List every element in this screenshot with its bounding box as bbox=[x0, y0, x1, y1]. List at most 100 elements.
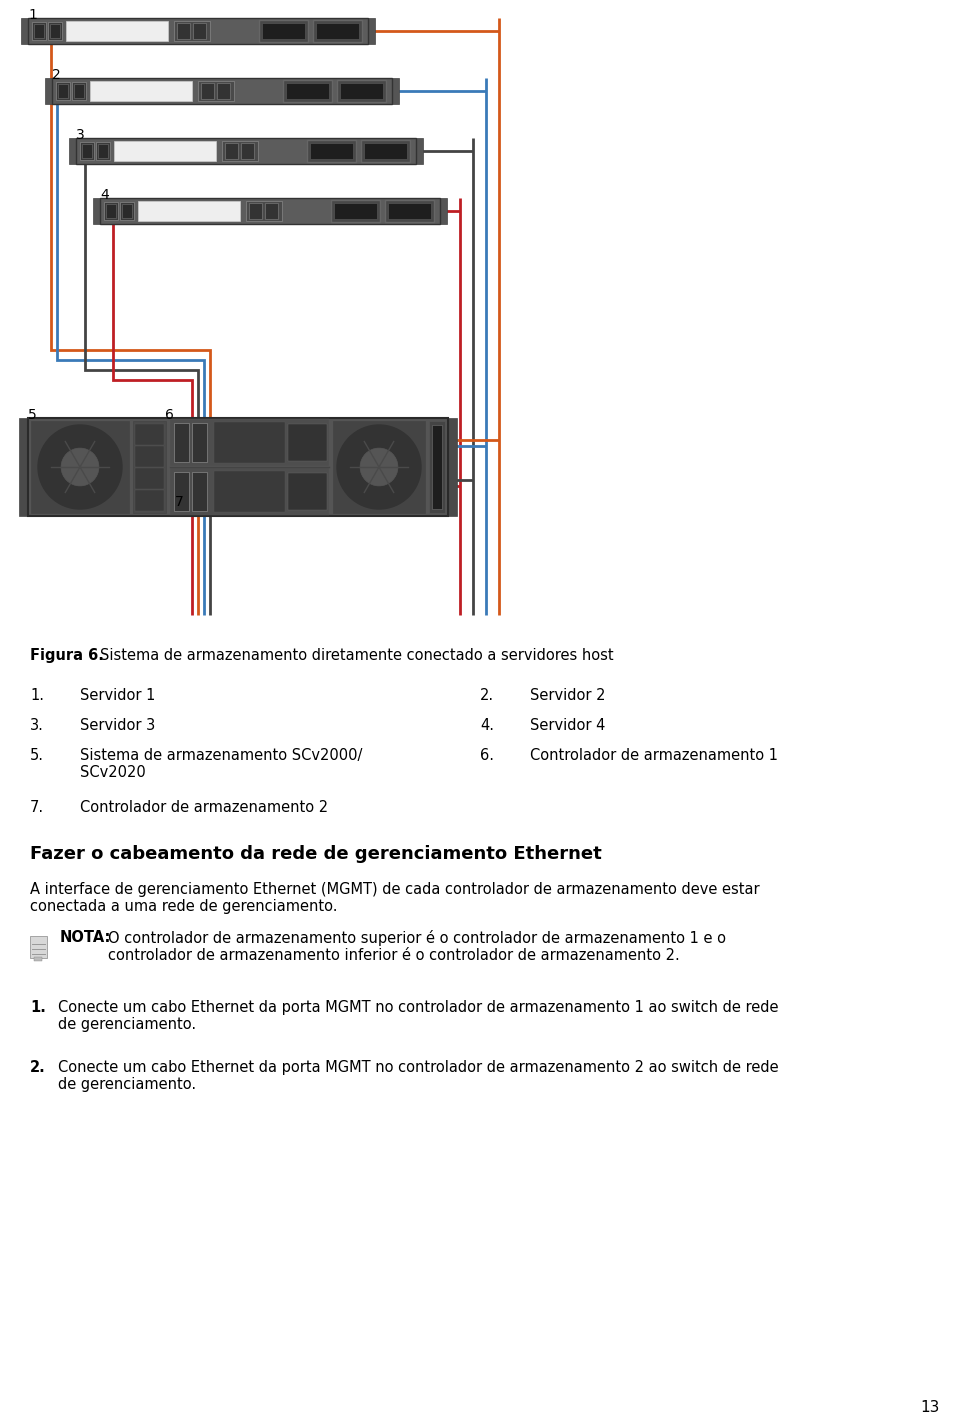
Text: 3: 3 bbox=[76, 128, 84, 142]
Circle shape bbox=[360, 448, 397, 486]
Bar bbox=[177, 23, 190, 40]
Bar bbox=[249, 203, 262, 220]
Bar bbox=[174, 472, 189, 512]
Text: A interface de gerenciamento Ethernet (MGMT) de cada controlador de armazenament: A interface de gerenciamento Ethernet (M… bbox=[30, 881, 759, 914]
Bar bbox=[333, 421, 425, 513]
Text: Fazer o cabeamento da rede de gerenciamento Ethernet: Fazer o cabeamento da rede de gerenciame… bbox=[30, 845, 602, 863]
Text: 1: 1 bbox=[28, 9, 36, 23]
Text: 4.: 4. bbox=[480, 718, 494, 733]
Text: Servidor 1: Servidor 1 bbox=[80, 689, 156, 703]
Bar bbox=[120, 203, 134, 220]
Bar bbox=[217, 84, 230, 99]
Bar bbox=[385, 200, 434, 222]
Bar bbox=[340, 84, 383, 99]
Bar bbox=[286, 84, 329, 99]
Bar bbox=[316, 23, 359, 40]
Bar bbox=[361, 140, 410, 162]
Bar bbox=[28, 18, 368, 44]
Bar bbox=[288, 473, 327, 510]
Bar bbox=[96, 142, 110, 160]
Text: Servidor 2: Servidor 2 bbox=[530, 689, 606, 703]
Bar bbox=[82, 145, 92, 159]
Bar bbox=[170, 419, 329, 466]
Bar bbox=[28, 418, 448, 516]
Bar bbox=[334, 203, 377, 220]
Bar bbox=[106, 204, 116, 218]
Text: 4: 4 bbox=[100, 188, 108, 203]
Bar bbox=[307, 140, 356, 162]
Bar bbox=[21, 18, 28, 44]
Bar bbox=[58, 84, 68, 98]
Bar bbox=[135, 468, 164, 489]
Bar bbox=[138, 201, 240, 221]
Bar bbox=[30, 937, 47, 958]
Bar bbox=[122, 204, 132, 218]
Text: Sistema de armazenamento diretamente conectado a servidores host: Sistema de armazenamento diretamente con… bbox=[100, 648, 613, 663]
Bar bbox=[222, 142, 258, 162]
Bar bbox=[135, 424, 164, 445]
Bar bbox=[34, 24, 44, 38]
Text: 2.: 2. bbox=[480, 689, 494, 703]
Text: 1.: 1. bbox=[30, 689, 44, 703]
Text: NOTA:: NOTA: bbox=[60, 930, 111, 945]
Bar bbox=[80, 142, 94, 160]
Text: 2: 2 bbox=[52, 68, 60, 82]
Text: Figura 6.: Figura 6. bbox=[30, 648, 104, 663]
Bar bbox=[133, 421, 166, 513]
Bar bbox=[241, 143, 254, 159]
Bar bbox=[52, 78, 392, 103]
Bar bbox=[48, 23, 62, 40]
Bar bbox=[288, 424, 327, 461]
Bar bbox=[135, 490, 164, 512]
Bar bbox=[74, 84, 84, 98]
Bar bbox=[337, 79, 386, 102]
Bar bbox=[214, 470, 285, 512]
Circle shape bbox=[337, 425, 421, 509]
Text: Servidor 3: Servidor 3 bbox=[80, 718, 156, 733]
Text: Conecte um cabo Ethernet da porta MGMT no controlador de armazenamento 1 ao swit: Conecte um cabo Ethernet da porta MGMT n… bbox=[58, 1000, 779, 1033]
Bar bbox=[259, 20, 308, 43]
Text: 1.: 1. bbox=[30, 1000, 46, 1015]
Bar bbox=[72, 82, 86, 101]
Text: 7.: 7. bbox=[30, 801, 44, 815]
Bar bbox=[69, 137, 76, 164]
Text: Controlador de armazenamento 2: Controlador de armazenamento 2 bbox=[80, 801, 328, 815]
Bar bbox=[114, 142, 216, 162]
Bar bbox=[201, 84, 214, 99]
Bar bbox=[364, 143, 407, 159]
Bar bbox=[66, 21, 168, 41]
Bar bbox=[440, 198, 447, 224]
Bar bbox=[104, 203, 118, 220]
Bar bbox=[76, 137, 416, 164]
Text: 6: 6 bbox=[165, 408, 174, 422]
Bar bbox=[32, 23, 46, 40]
Bar bbox=[192, 424, 207, 462]
Bar bbox=[100, 198, 440, 224]
Text: 7: 7 bbox=[175, 495, 183, 509]
Text: Sistema de armazenamento SCv2000/
SCv2020: Sistema de armazenamento SCv2000/ SCv202… bbox=[80, 748, 362, 781]
Bar bbox=[50, 24, 60, 38]
Bar bbox=[265, 203, 278, 220]
Bar bbox=[90, 81, 192, 101]
Text: 3.: 3. bbox=[30, 718, 44, 733]
Bar bbox=[34, 956, 42, 961]
Bar bbox=[416, 137, 423, 164]
Bar bbox=[432, 425, 442, 509]
Bar bbox=[246, 201, 282, 221]
Bar bbox=[31, 421, 129, 513]
Circle shape bbox=[38, 425, 122, 509]
Bar bbox=[262, 23, 305, 40]
Bar bbox=[170, 468, 329, 514]
Text: O controlador de armazenamento superior é o controlador de armazenamento 1 e o
c: O controlador de armazenamento superior … bbox=[108, 930, 726, 964]
Bar bbox=[174, 21, 210, 41]
Text: 5.: 5. bbox=[30, 748, 44, 762]
Bar bbox=[56, 82, 70, 101]
Bar bbox=[193, 23, 206, 40]
Text: 2.: 2. bbox=[30, 1060, 46, 1076]
Text: Servidor 4: Servidor 4 bbox=[530, 718, 606, 733]
Circle shape bbox=[61, 448, 99, 486]
Bar bbox=[313, 20, 362, 43]
Text: Conecte um cabo Ethernet da porta MGMT no controlador de armazenamento 2 ao swit: Conecte um cabo Ethernet da porta MGMT n… bbox=[58, 1060, 779, 1093]
Text: Controlador de armazenamento 1: Controlador de armazenamento 1 bbox=[530, 748, 778, 762]
Bar bbox=[98, 145, 108, 159]
